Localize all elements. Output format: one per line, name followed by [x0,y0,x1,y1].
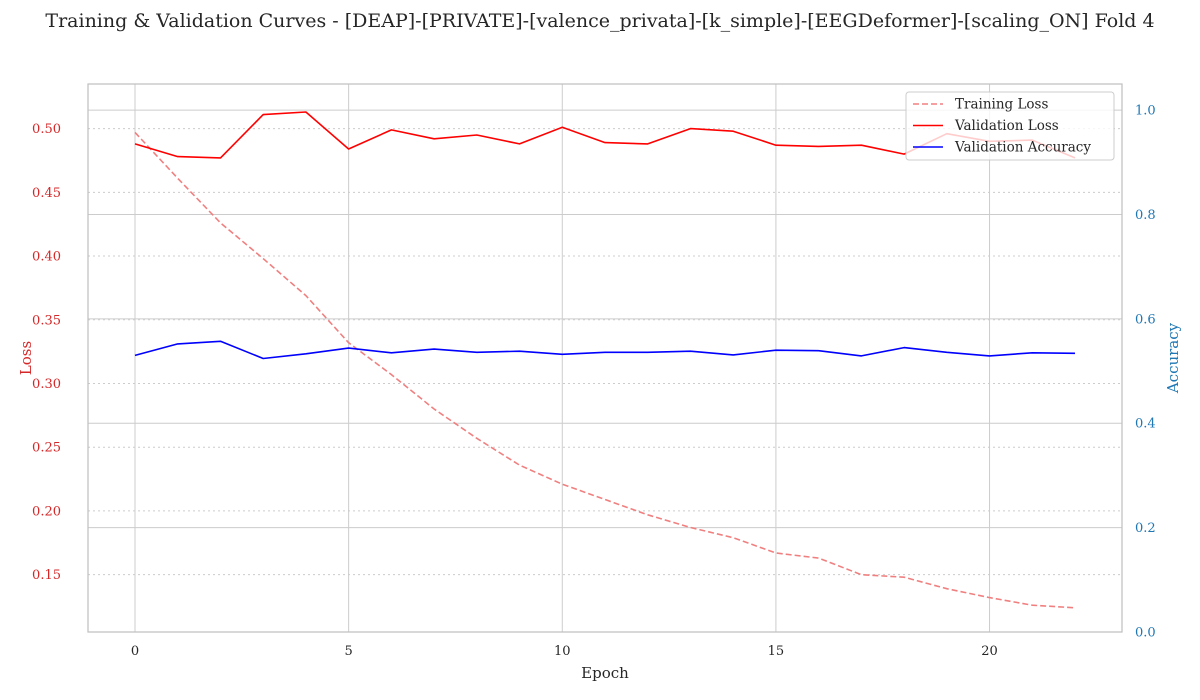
y-axis-right-label: Accuracy [1164,322,1182,394]
y-right-tick-label: 0.2 [1135,521,1156,536]
y-right-tick-label: 1.0 [1135,104,1156,119]
x-axis-ticks: 0 5 10 15 20 [131,644,998,659]
x-tick-label: 10 [554,644,571,659]
x-tick-label: 20 [981,644,998,659]
plot-border [87,83,1123,633]
series-lines [134,111,1076,609]
y-left-tick-label: 0.30 [32,377,61,392]
y-left-tick-label: 0.45 [32,186,61,201]
y-right-tick-label: 0.8 [1135,208,1156,223]
x-tick-label: 15 [768,644,785,659]
y-left-tick-label: 0.35 [32,313,61,328]
x-tick-label: 5 [344,644,352,659]
y-left-tick-label: 0.15 [32,568,61,583]
legend-label: Validation Accuracy [954,140,1091,156]
legend: Training Loss Validation Loss Validation A… [905,91,1115,161]
chart-title: Training & Validation Curves - [DEAP]-[P… [45,10,1155,32]
y-right-tick-label: 0.4 [1135,417,1156,432]
y-axis-right-ticks: 0.0 0.2 0.4 0.6 0.8 1.0 [1135,104,1156,641]
plot-frame [87,83,1123,633]
legend-label: Training Loss [955,97,1048,113]
y-axis-left-ticks: 0.15 0.20 0.25 0.30 0.35 0.40 0.45 0.50 [32,122,61,583]
y-right-tick-label: 0.0 [1135,626,1156,641]
y-right-tick-label: 0.6 [1135,312,1156,327]
series-line-training-loss [134,131,1076,609]
y-left-tick-label: 0.20 [32,504,61,519]
x-tick-label: 0 [131,644,139,659]
legend-box [905,91,1115,161]
y-left-tick-label: 0.50 [32,122,61,137]
y-left-tick-label: 0.25 [32,441,61,456]
x-axis-label: Epoch [581,664,629,682]
y-axis-left-label: Loss [17,341,35,375]
grid-lines [88,84,1122,633]
legend-label: Validation Loss [954,118,1059,134]
y-left-tick-label: 0.40 [32,250,61,265]
series-line-validation-accuracy [134,340,1076,360]
